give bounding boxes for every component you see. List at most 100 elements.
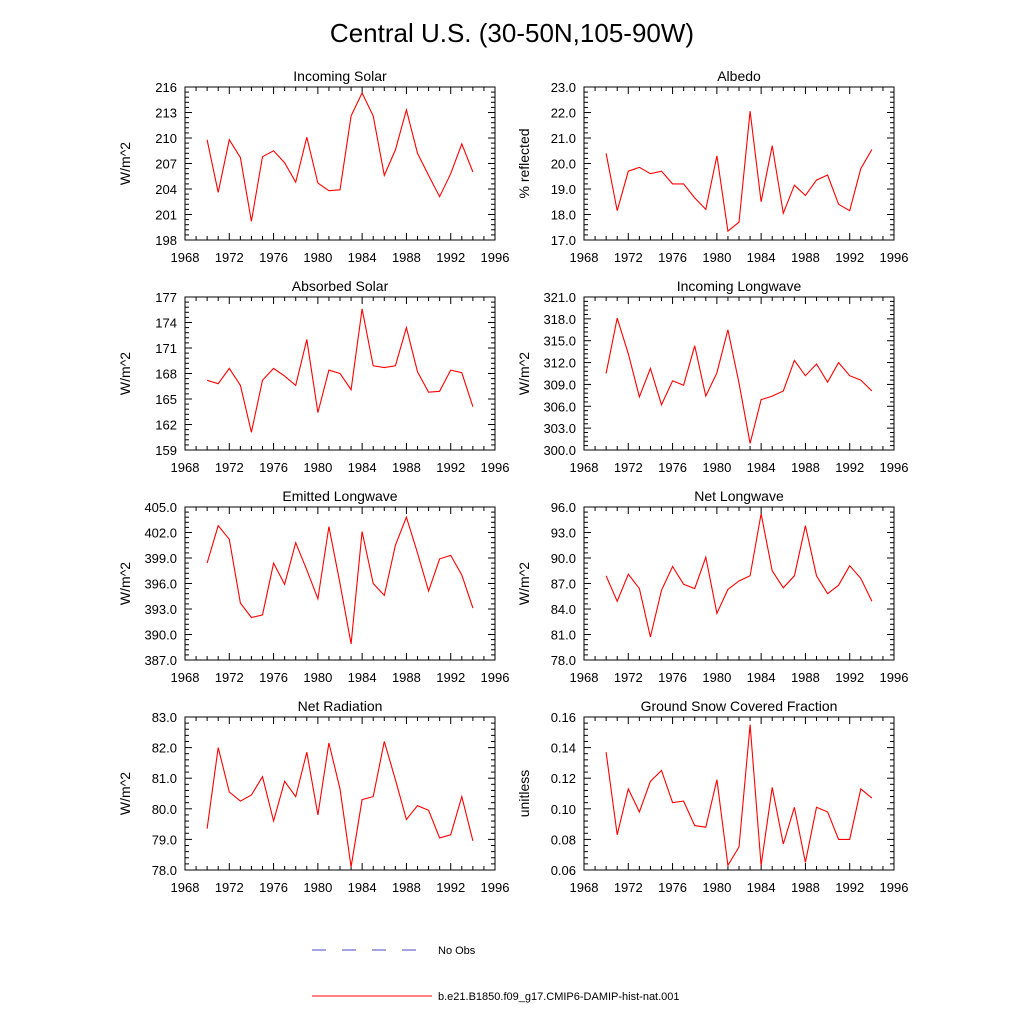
- x-tick-label: 1996: [880, 250, 909, 265]
- x-tick-label: 1968: [171, 880, 200, 895]
- x-tick-label: 1992: [436, 670, 465, 685]
- y-tick-label: 159: [155, 443, 177, 458]
- y-tick-label: 210: [155, 131, 177, 146]
- series-line: [206, 515, 474, 644]
- y-tick-label: 93.0: [551, 526, 576, 541]
- y-tick-label: 0.12: [551, 771, 576, 786]
- y-tick-label: 81.0: [551, 628, 576, 643]
- plot-frame: [184, 86, 496, 241]
- panel-title: Albedo: [717, 68, 761, 84]
- x-tick-label: 1976: [259, 880, 288, 895]
- y-tick-label: 79.0: [152, 832, 177, 847]
- y-axis-label: % reflected: [516, 128, 532, 198]
- series-line: [206, 91, 474, 222]
- y-tick-label: 22.0: [551, 106, 576, 121]
- y-tick-label: 393.0: [144, 602, 177, 617]
- y-tick-label: 399.0: [144, 551, 177, 566]
- series-line: [605, 317, 873, 444]
- y-tick-label: 309.0: [543, 377, 576, 392]
- x-tick-label: 1988: [392, 250, 421, 265]
- x-tick-label: 1984: [348, 670, 377, 685]
- series-line: [605, 111, 873, 233]
- y-tick-label: 96.0: [551, 500, 576, 515]
- chart-panel: Albedo % reflected 1968 1972 1976 1980 1984 198…: [516, 68, 908, 265]
- y-tick-label: 387.0: [144, 653, 177, 668]
- x-tick-label: 1972: [215, 250, 244, 265]
- y-tick-label: 312.0: [543, 356, 576, 371]
- x-tick-label: 1988: [392, 460, 421, 475]
- panels-container: Incoming Solar W/m^2 1968 1972 1976 1980 1984 1…: [117, 68, 908, 895]
- y-tick-label: 0.06: [551, 863, 576, 878]
- x-tick-label: 1992: [835, 460, 864, 475]
- x-tick-label: 1972: [614, 670, 643, 685]
- x-tick-label: 1980: [303, 460, 332, 475]
- x-tick-label: 1988: [392, 670, 421, 685]
- y-axis-label: W/m^2: [516, 352, 532, 395]
- x-tick-label: 1968: [570, 460, 599, 475]
- x-tick-label: 1988: [791, 460, 820, 475]
- x-tick-label: 1996: [880, 880, 909, 895]
- chart-panel: Net Longwave W/m^2 1968 1972 1976 1980 1984 198…: [516, 488, 908, 685]
- x-tick-label: 1980: [702, 670, 731, 685]
- x-tick-label: 1972: [614, 880, 643, 895]
- x-tick-label: 1980: [303, 880, 332, 895]
- chart-panel: Incoming Solar W/m^2 1968 1972 1976 1980 1984 1…: [117, 68, 509, 265]
- x-tick-label: 1972: [215, 460, 244, 475]
- x-tick-label: 1992: [835, 880, 864, 895]
- series-line: [206, 741, 474, 867]
- y-tick-label: 396.0: [144, 577, 177, 592]
- x-tick-label: 1996: [481, 670, 510, 685]
- y-tick-label: 18.0: [551, 208, 576, 223]
- y-tick-label: 177: [155, 290, 177, 305]
- chart-panel: Incoming Longwave W/m^2 1968 1972 1976 1980 19…: [516, 278, 908, 475]
- y-tick-label: 402.0: [144, 526, 177, 541]
- y-tick-label: 80.0: [152, 802, 177, 817]
- y-tick-label: 162: [155, 418, 177, 433]
- y-tick-label: 390.0: [144, 628, 177, 643]
- x-tick-label: 1996: [481, 460, 510, 475]
- x-tick-label: 1976: [658, 460, 687, 475]
- y-tick-label: 83.0: [152, 710, 177, 725]
- series-line: [605, 513, 873, 638]
- y-tick-label: 0.16: [551, 710, 576, 725]
- series-line: [206, 308, 474, 433]
- y-tick-label: 23.0: [551, 80, 576, 95]
- y-tick-label: 78.0: [152, 863, 177, 878]
- x-tick-label: 1984: [747, 670, 776, 685]
- y-axis-label: W/m^2: [117, 772, 133, 815]
- y-tick-label: 0.08: [551, 832, 576, 847]
- x-tick-label: 1992: [436, 880, 465, 895]
- x-tick-label: 1984: [348, 250, 377, 265]
- y-axis-label: W/m^2: [117, 352, 133, 395]
- y-tick-label: 303.0: [543, 421, 576, 436]
- x-tick-label: 1976: [259, 670, 288, 685]
- x-tick-label: 1988: [791, 250, 820, 265]
- x-tick-label: 1992: [835, 670, 864, 685]
- x-tick-label: 1976: [259, 460, 288, 475]
- y-tick-label: 81.0: [152, 771, 177, 786]
- x-tick-label: 1968: [171, 670, 200, 685]
- panel-title: Emitted Longwave: [282, 488, 397, 504]
- x-tick-label: 1968: [171, 460, 200, 475]
- x-tick-label: 1984: [348, 880, 377, 895]
- y-tick-label: 165: [155, 392, 177, 407]
- x-tick-label: 1980: [702, 460, 731, 475]
- y-tick-label: 0.14: [551, 741, 576, 756]
- y-tick-label: 82.0: [152, 741, 177, 756]
- chart-panel: Net Radiation W/m^2 1968 1972 1976 1980 1984 19…: [117, 698, 509, 895]
- x-tick-label: 1996: [880, 670, 909, 685]
- x-tick-label: 1976: [259, 250, 288, 265]
- x-tick-label: 1980: [702, 880, 731, 895]
- panel-title: Net Longwave: [694, 488, 784, 504]
- series-line: [605, 724, 873, 868]
- y-tick-label: 300.0: [543, 443, 576, 458]
- y-tick-label: 405.0: [144, 500, 177, 515]
- chart-panel: Ground Snow Covered Fraction unitless 1968…: [516, 698, 908, 895]
- x-tick-label: 1984: [747, 880, 776, 895]
- y-axis-label: unitless: [516, 770, 532, 817]
- x-tick-label: 1988: [791, 880, 820, 895]
- x-tick-label: 1984: [747, 250, 776, 265]
- y-tick-label: 318.0: [543, 312, 576, 327]
- x-tick-label: 1968: [171, 250, 200, 265]
